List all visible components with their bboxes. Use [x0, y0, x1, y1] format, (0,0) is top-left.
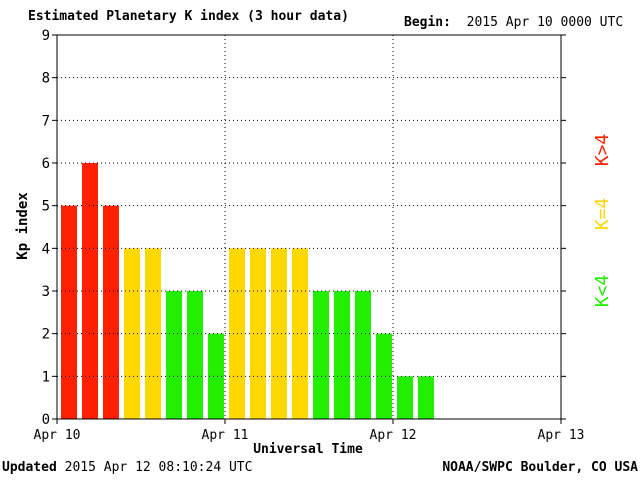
y-tick-label: 7 [42, 113, 50, 129]
y-tick-label: 8 [42, 71, 50, 87]
kp-bar [376, 333, 392, 419]
y-axis-label: Kp index [15, 192, 31, 260]
kp-bar [418, 376, 434, 419]
legend-high: K>4 [592, 134, 613, 167]
plot-frame [56, 34, 562, 420]
x-tick-label: Apr 13 [538, 428, 585, 443]
chart-title: Estimated Planetary K index (3 hour data… [28, 9, 349, 24]
x-axis-label: Universal Time [253, 442, 363, 457]
bar-group [61, 163, 434, 419]
kp-bar [166, 291, 182, 419]
x-tick-label: Apr 11 [202, 428, 249, 443]
y-tick-label: 1 [42, 369, 50, 385]
y-tick-label: 4 [42, 241, 50, 257]
x-tick-label: Apr 12 [370, 428, 417, 443]
updated-label: Updated [2, 460, 57, 475]
updated-time: Updated 2015 Apr 12 08:10:24 UTC [2, 460, 252, 475]
kp-bar [103, 205, 119, 419]
begin-label: Begin: [404, 15, 451, 30]
y-tick-label: 3 [42, 284, 50, 300]
kp-bar [124, 248, 140, 419]
kp-bar [397, 376, 413, 419]
credit-text: NOAA/SWPC Boulder, CO USA [442, 460, 638, 475]
legend-low: K<4 [592, 275, 613, 308]
legend-mid: K=4 [592, 198, 613, 231]
y-tick-label: 2 [42, 327, 50, 343]
kp-bar [187, 291, 203, 419]
x-tick-label: Apr 10 [34, 428, 81, 443]
kp-bar [313, 291, 329, 419]
gridlines [57, 35, 561, 419]
y-tick-label: 5 [42, 199, 50, 215]
kp-bar [271, 248, 287, 419]
legend: K>4 K=4 K<4 [592, 134, 613, 308]
y-tick-label: 6 [42, 156, 50, 172]
kp-bar [292, 248, 308, 419]
x-axis-ticks: Apr 10 Apr 11 Apr 12 Apr 13 [34, 419, 585, 443]
updated-value: 2015 Apr 12 08:10:24 UTC [64, 460, 253, 475]
y-tick-label: 0 [42, 412, 50, 428]
kp-bar [208, 333, 224, 419]
kp-bar [355, 291, 371, 419]
kp-bar [334, 291, 350, 419]
begin-time: Begin: 2015 Apr 10 0000 UTC [404, 15, 623, 30]
y-tick-label: 9 [42, 28, 50, 44]
begin-value: 2015 Apr 10 0000 UTC [466, 15, 624, 30]
kp-bar [61, 205, 77, 419]
y-axis-ticks: 0 1 2 3 4 5 6 7 8 9 [42, 28, 566, 428]
